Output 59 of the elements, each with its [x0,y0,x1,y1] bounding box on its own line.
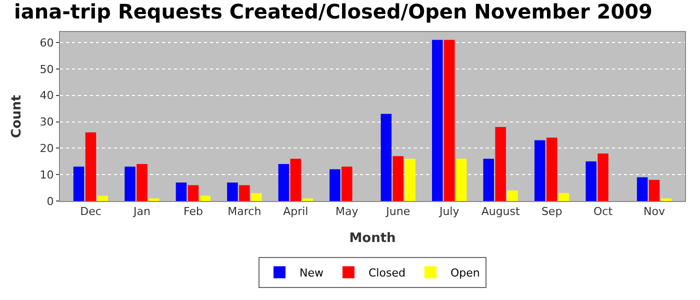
legend-label: New [300,266,324,280]
x-tick-label: Nov [644,205,666,218]
bar [456,158,467,201]
bar [97,196,108,201]
bar [251,193,262,201]
legend-label: Open [450,266,480,280]
y-tick-label: 20 [40,142,54,156]
y-tick-label: 10 [40,168,54,182]
bar [648,180,660,201]
bar [290,158,302,201]
bar [483,158,494,201]
bar [444,40,455,201]
x-tick-label: May [336,205,359,218]
y-tick-label: 0 [46,194,54,208]
x-tick-label: April [283,205,308,218]
bar [534,140,546,201]
x-tick-label: Sep [541,205,562,218]
x-tick-label: Jan [132,205,150,218]
bar [73,166,84,201]
bar [278,164,290,201]
bar [148,198,160,201]
y-tick-label: 40 [40,89,54,102]
x-tick-label: Dec [80,205,102,218]
bar [586,161,596,201]
y-axis-title: Count [10,94,25,138]
bar [85,132,96,201]
bar [546,138,558,201]
bar [239,185,250,201]
y-tick-label: 30 [40,116,54,129]
x-tick-label: June [385,205,410,218]
bar [200,196,211,201]
x-tick-label: March [228,205,262,218]
bar [124,166,136,201]
legend-label: Closed [368,266,406,280]
chart-title: iana-trip Requests Created/Closed/Open November 2009 [14,0,652,24]
bar [598,153,608,201]
bar [495,127,506,201]
bar [136,164,148,201]
bar [330,169,340,201]
bar [404,158,416,201]
bar [558,193,570,201]
y-tick-label: 60 [40,36,54,50]
bar [188,185,199,201]
bar [432,40,443,201]
bar [660,198,672,201]
bar [302,198,313,201]
y-tick-label: 50 [40,62,54,76]
bar [636,177,648,201]
bar [342,166,352,201]
x-tick-label: July [438,205,460,218]
bar [392,156,404,201]
x-tick-label: Oct [594,205,614,218]
x-tick-label: Feb [183,205,203,218]
bar [227,182,238,201]
x-axis-title: Month [349,230,396,246]
bar [507,190,518,201]
x-tick-label: August [481,205,520,218]
bar [380,114,392,201]
bar [176,182,187,201]
